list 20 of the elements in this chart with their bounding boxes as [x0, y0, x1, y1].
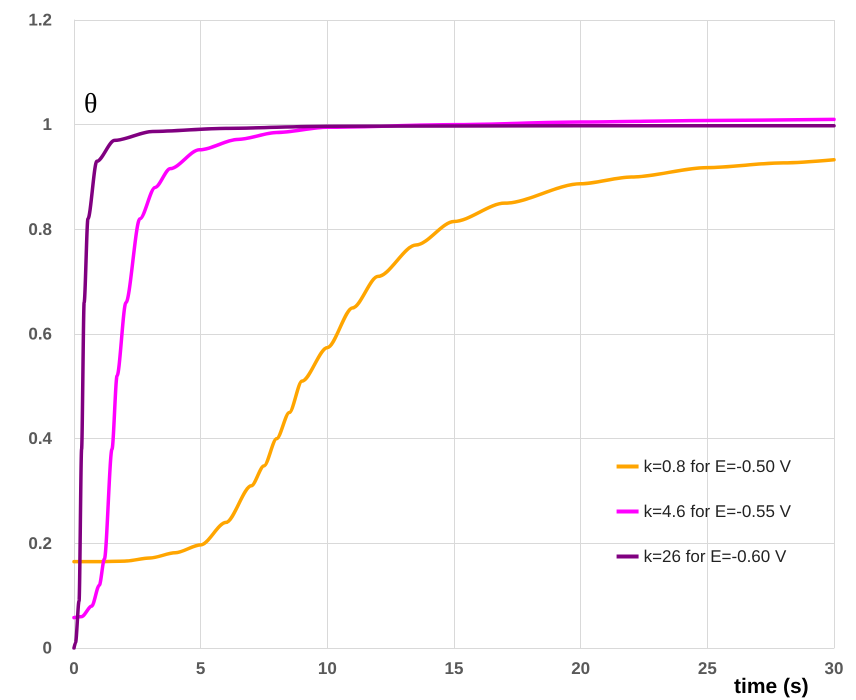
y-tick-label: 1	[42, 115, 52, 134]
x-axis-title: time (s)	[734, 675, 809, 698]
legend-label: k=4.6 for E=-0.55 V	[644, 502, 792, 521]
x-tick-label: 5	[196, 659, 206, 678]
y-tick-label: 1.2	[28, 10, 52, 30]
y-tick-label: 0.4	[28, 429, 53, 448]
legend-label: k=0.8 for E=-0.50 V	[644, 457, 792, 476]
y-tick-label: 0.8	[28, 220, 52, 239]
x-tick-label: 30	[824, 659, 844, 678]
y-tick-label: 0.6	[28, 324, 52, 344]
x-tick-label: 25	[698, 659, 717, 678]
legend-label: k=26 for E=-0.60 V	[644, 547, 787, 566]
y-axis-title: θ	[84, 88, 98, 120]
y-tick-label: 0	[42, 638, 52, 658]
x-tick-label: 15	[444, 659, 464, 678]
x-tick-label: 10	[318, 659, 337, 678]
x-tick-label: 0	[69, 659, 79, 678]
y-tick-label: 0.2	[28, 534, 52, 553]
line-series	[72, 158, 836, 564]
x-tick-label: 20	[571, 659, 590, 678]
